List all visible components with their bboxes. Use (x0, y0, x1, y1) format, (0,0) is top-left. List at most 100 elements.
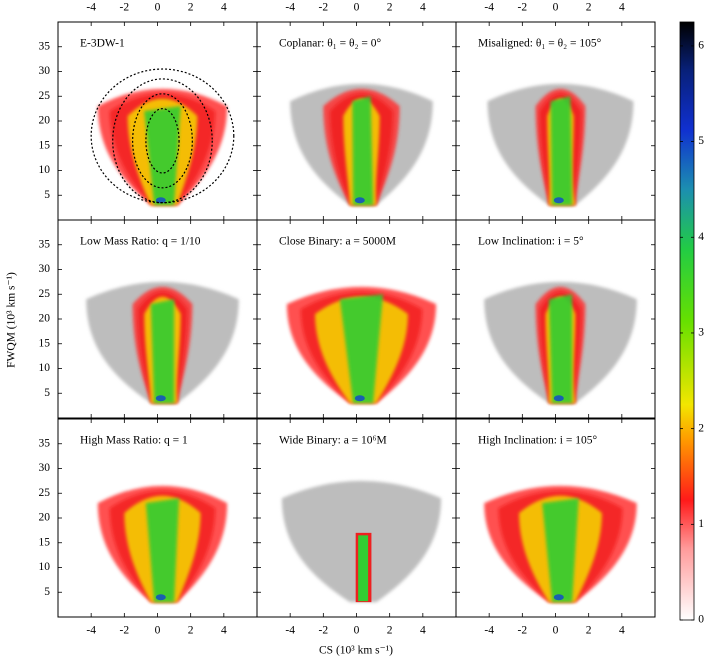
x-tick-label: -4 (484, 2, 494, 14)
density-core (339, 294, 384, 404)
density-core (352, 96, 374, 206)
density-core (548, 294, 573, 404)
y-tick-label: 25 (39, 288, 51, 300)
y-tick-label: 10 (39, 362, 51, 374)
colorbar-tick-label: 0 (698, 614, 704, 626)
density-peak (155, 594, 166, 601)
y-tick-label: 20 (39, 313, 51, 325)
x-tick-label: 4 (420, 625, 426, 637)
density-peak (354, 395, 365, 402)
x-tick-label: 2 (188, 625, 194, 637)
panel (281, 480, 442, 603)
density-cloud (358, 535, 369, 602)
density-core (550, 96, 573, 206)
y-tick-label: 15 (39, 337, 51, 349)
y-tick-label: 30 (39, 263, 51, 275)
density-peak (553, 395, 564, 402)
x-tick-label: 4 (619, 625, 625, 637)
x-tick-label: 4 (221, 2, 227, 14)
panel (286, 286, 437, 404)
x-tick-label: 4 (619, 2, 625, 14)
y-tick-label: 15 (39, 139, 51, 151)
x-tick-label: -4 (86, 625, 96, 637)
x-tick-label: 0 (155, 625, 161, 637)
x-tick-label: 2 (387, 625, 393, 637)
panel (290, 83, 433, 206)
panel-title: Wide Binary: a = 10⁶M (279, 435, 387, 447)
y-tick-label: 30 (39, 65, 51, 77)
density-core (144, 106, 181, 206)
density-peak (553, 594, 564, 601)
x-tick-label: 4 (420, 2, 426, 14)
x-tick-label: -2 (319, 2, 329, 14)
panel-title: Coplanar: θ₁ = θ₂ = 0° (279, 38, 381, 50)
x-tick-label: -2 (120, 2, 130, 14)
x-tick-label: 2 (387, 2, 393, 14)
x-tick-label: 0 (553, 625, 559, 637)
density-core (145, 498, 180, 603)
panel (97, 485, 228, 603)
panel-title: High Mass Ratio: q = 1 (80, 435, 188, 447)
contour (90, 68, 235, 204)
panel-title: Low Mass Ratio: q = 1/10 (80, 236, 201, 248)
panel-title: High Inclination: i = 105° (478, 435, 597, 447)
panel (487, 83, 634, 206)
y-tick-label: 35 (39, 40, 51, 52)
panel-title: E-3DW-1 (80, 38, 125, 50)
x-tick-label: 0 (354, 625, 360, 637)
x-tick-label: 0 (155, 2, 161, 14)
x-tick-label: -2 (518, 2, 528, 14)
x-tick-label: 2 (586, 2, 592, 14)
x-tick-label: 0 (354, 2, 360, 14)
panel-title: Misaligned: θ₁ = θ₂ = 105° (478, 38, 602, 50)
density-core (150, 299, 175, 404)
x-tick-label: -4 (285, 2, 295, 14)
x-tick-label: -4 (285, 625, 295, 637)
x-tick-label: -2 (120, 625, 130, 637)
density-peak (354, 197, 365, 204)
y-tick-label: 20 (39, 512, 51, 524)
x-tick-label: -2 (319, 625, 329, 637)
y-tick-label: 25 (39, 487, 51, 499)
panel (86, 281, 239, 404)
x-tick-label: 2 (188, 2, 194, 14)
panel (484, 485, 637, 603)
colorbar-tick-label: 1 (698, 518, 704, 530)
contour (145, 108, 180, 174)
density-peak (553, 197, 564, 204)
x-tick-label: -4 (86, 2, 96, 14)
panel (484, 281, 637, 404)
y-axis-label: FWQM (10³ km s⁻¹) (6, 272, 18, 368)
panel-title: Low Inclination: i = 5° (478, 236, 584, 248)
density-peak (155, 395, 166, 402)
y-tick-label: 15 (39, 536, 51, 548)
x-axis-label: CS (10³ km s⁻¹) (319, 645, 393, 657)
density-core (542, 498, 579, 603)
x-tick-label: 4 (221, 625, 227, 637)
contour (132, 93, 193, 189)
y-tick-label: 25 (39, 90, 51, 102)
y-tick-label: 10 (39, 561, 51, 573)
colorbar (679, 21, 695, 621)
colorbar-tick-label: 5 (698, 135, 704, 147)
y-tick-label: 10 (39, 164, 51, 176)
x-tick-label: 0 (553, 2, 559, 14)
y-tick-label: 5 (44, 189, 50, 201)
y-tick-label: 5 (44, 387, 50, 399)
y-tick-label: 30 (39, 462, 51, 474)
panel-title: Close Binary: a = 5000M (279, 236, 396, 248)
y-tick-label: 35 (39, 437, 51, 449)
x-tick-label: 2 (586, 625, 592, 637)
colorbar-tick-label: 4 (698, 231, 704, 243)
y-tick-label: 35 (39, 238, 51, 250)
density-peak (155, 197, 166, 204)
x-tick-label: -2 (518, 625, 528, 637)
colorbar-tick-label: 6 (698, 40, 704, 52)
contour (112, 78, 213, 204)
y-tick-label: 5 (44, 586, 50, 598)
panel (90, 68, 235, 206)
x-tick-label: -4 (484, 625, 494, 637)
colorbar-tick-label: 3 (698, 327, 704, 339)
